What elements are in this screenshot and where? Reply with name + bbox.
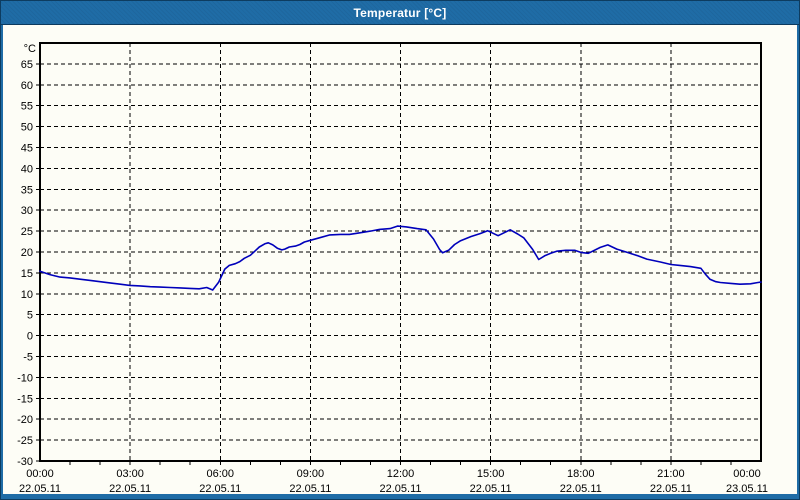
y-tick-label: 15 (21, 268, 33, 280)
x-tick-time-label: 00:00 (733, 468, 761, 480)
y-tick-label: -20 (17, 414, 33, 426)
x-tick-date-label: 22.05.11 (199, 483, 241, 494)
y-tick-label: -30 (17, 456, 33, 468)
x-tick-date-label: 23.05.11 (726, 483, 768, 494)
x-tick-time-label: 09:00 (297, 468, 325, 480)
gridlines (40, 43, 761, 461)
x-tick-time-label: 03:00 (116, 468, 144, 480)
y-tick-label: 35 (21, 184, 33, 196)
x-tick-date-label: 22.05.11 (109, 483, 151, 494)
x-tick-time-label: 12:00 (387, 468, 415, 480)
y-tick-label: -25 (17, 435, 33, 447)
x-tick-date-label: 22.05.11 (379, 483, 421, 494)
axis-ticks (36, 63, 732, 465)
y-tick-label: 40 (21, 163, 33, 175)
x-tick-date-label: 22.05.11 (470, 483, 512, 494)
axis-labels: -30 -25 -20 -15 -10 -5 0 5 10 15 20 25 30 35 40 45 50 55 6… (17, 43, 768, 494)
window-title: Temperatur [°C] (353, 5, 447, 20)
x-tick-time-label: 15:00 (477, 468, 505, 480)
x-tick-date-label: 22.05.11 (560, 483, 602, 494)
y-axis-unit-label: °C (24, 43, 36, 55)
window-titlebar[interactable]: Temperatur [°C] (1, 1, 799, 25)
x-tick-date-label: 22.05.11 (289, 483, 331, 494)
y-tick-label: -15 (17, 393, 33, 405)
y-tick-label: 20 (21, 247, 33, 259)
y-tick-label: 25 (21, 226, 33, 238)
x-tick-time-label: 18:00 (567, 468, 595, 480)
temperature-chart-canvas: -30 -25 -20 -15 -10 -5 0 5 10 15 20 25 30 35 40 45 50 55 6… (17, 42, 768, 494)
y-tick-label: 65 (21, 59, 33, 71)
x-tick-time-label: 21:00 (657, 468, 685, 480)
y-tick-label: 30 (21, 205, 33, 217)
x-tick-time-label: 06:00 (206, 468, 234, 480)
chart-area: -30 -25 -20 -15 -10 -5 0 5 10 15 20 25 30 35 40 45 50 55 6… (3, 25, 797, 494)
y-tick-label: -5 (23, 352, 33, 364)
x-tick-date-label: 22.05.11 (19, 483, 61, 494)
y-tick-label: 45 (21, 143, 33, 155)
temperature-series-line (39, 225, 762, 291)
y-tick-label: 50 (21, 122, 33, 134)
y-tick-label: -10 (17, 372, 33, 384)
x-tick-date-label: 22.05.11 (650, 483, 692, 494)
y-tick-label: 10 (21, 289, 33, 301)
y-tick-label: 60 (21, 80, 33, 92)
x-tick-time-label: 00:00 (26, 468, 54, 480)
y-tick-label: 0 (27, 331, 33, 343)
y-tick-label: 5 (27, 310, 33, 322)
y-tick-label: 55 (21, 101, 33, 113)
